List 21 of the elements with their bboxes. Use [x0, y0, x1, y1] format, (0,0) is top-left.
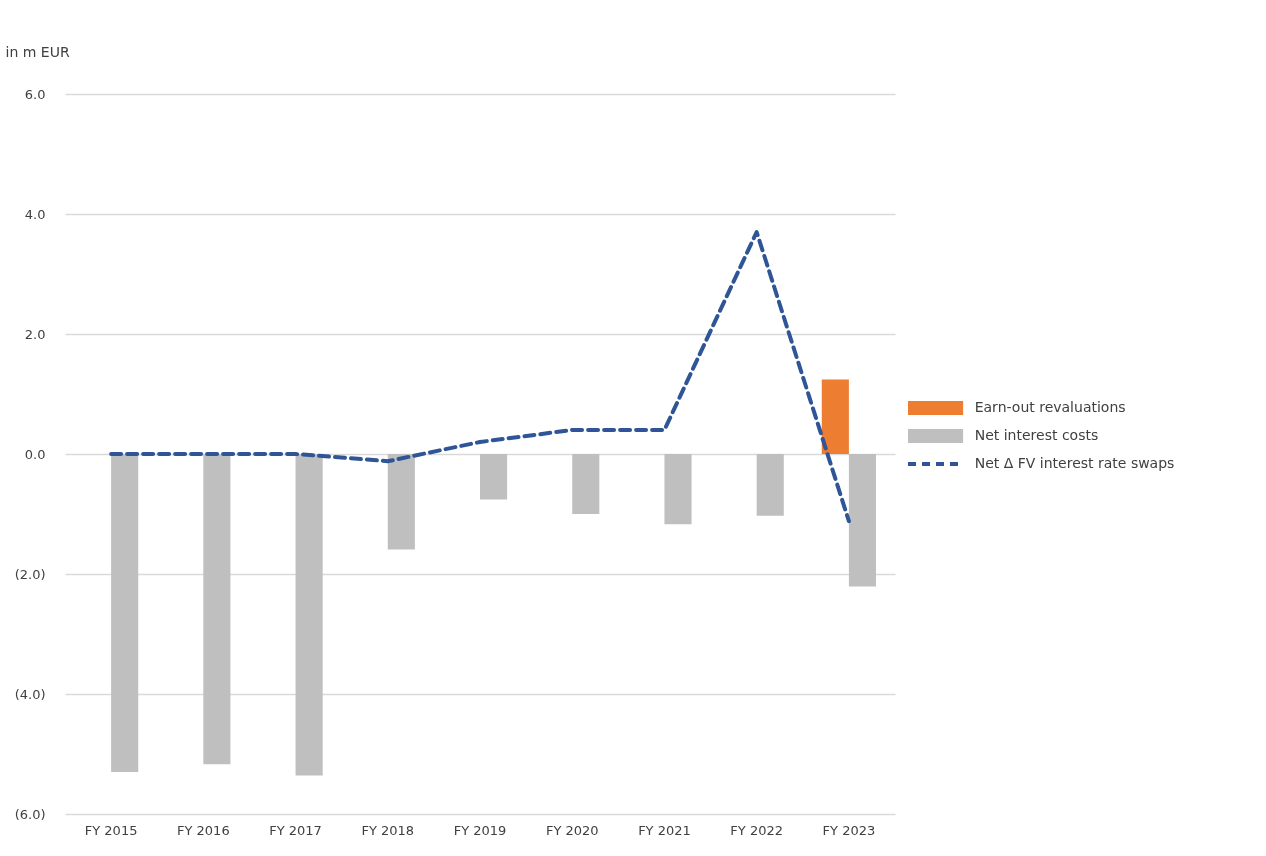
x-tick-label: FY 2019 [453, 822, 507, 838]
x-tick-label: FY 2016 [177, 822, 230, 838]
legend-label: Net interest costs [974, 427, 1099, 443]
y-tick-label: 0.0 [24, 446, 46, 462]
x-tick-label: FY 2018 [361, 822, 415, 838]
x-tick-label: FY 2022 [730, 822, 783, 838]
x-tick-label: FY 2015 [84, 822, 138, 838]
legend-label: Earn-out revaluations [974, 399, 1126, 415]
y-tick-label: 4.0 [24, 206, 46, 222]
line-series [109, 230, 851, 524]
y-tick-label: (2.0) [14, 566, 46, 582]
y-tick-label: (6.0) [14, 806, 46, 822]
x-tick-label: FY 2021 [638, 822, 691, 838]
x-tick-label: FY 2020 [545, 822, 599, 838]
x-tick-label: FY 2023 [822, 822, 876, 838]
y-tick-label: 6.0 [24, 86, 46, 102]
x-tick-label: FY 2017 [269, 822, 322, 838]
y-axis-title: in m EUR [5, 43, 70, 60]
y-tick-label: 2.0 [24, 326, 46, 342]
legend-label: Net Δ FV interest rate swaps [974, 455, 1175, 471]
y-tick-label: (4.0) [14, 686, 46, 702]
